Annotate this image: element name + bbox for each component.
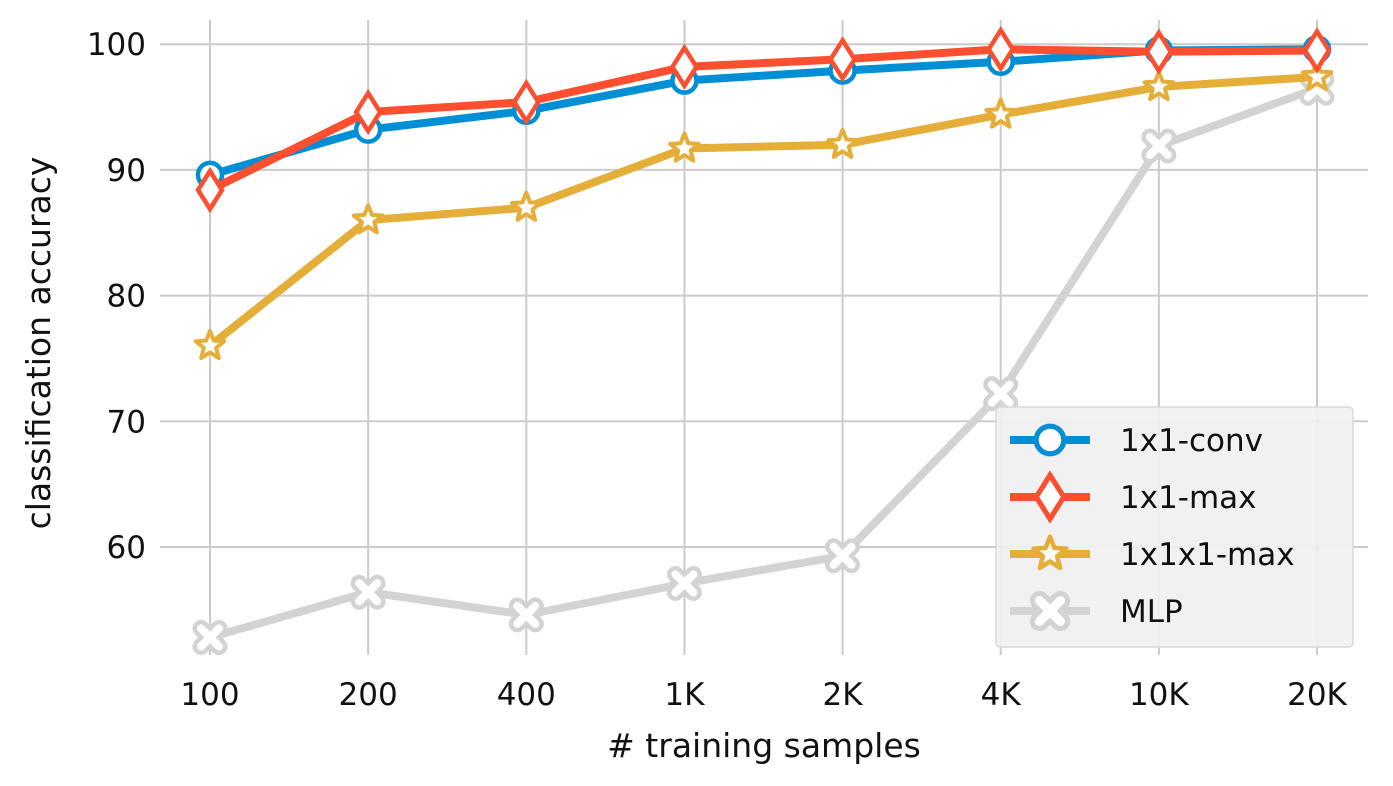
marker-x-fill [829,542,856,569]
marker-x-fill [1145,133,1172,160]
marker-x-fill [1035,596,1065,626]
x-tick-labels: 100 200 400 1K 2K 4K 10K 20K [180,677,1347,713]
y-tick-label: 100 [87,27,146,63]
marker-star [826,127,859,159]
legend-label: 1x1-conv [1120,423,1263,459]
marker-star [668,131,701,163]
x-tick-label: 100 [180,677,239,713]
marker-star [1300,59,1334,92]
legend-item: 1x1x1-max [1010,534,1295,573]
legend-label: MLP [1120,594,1183,630]
y-tick-label: 60 [107,530,146,566]
x-tick-label: 10K [1129,677,1189,713]
y-tick-label: 80 [107,279,146,315]
marker-x [192,620,228,656]
marker-diamond [195,166,225,214]
marker-diamond [1302,27,1332,74]
marker-x [983,376,1019,412]
marker-star [193,328,227,361]
x-tick-label: 2K [823,677,864,713]
marker-x [508,597,544,633]
marker-star [351,203,385,235]
y-tick-label: 90 [107,153,146,189]
marker-x-fill [197,624,223,651]
series-line [208,45,1318,194]
legend-item: 1x1-max [1010,470,1257,524]
legend-label: 1x1-max [1120,480,1257,516]
marker-star [1031,534,1069,571]
marker-x-fill [513,601,540,628]
marker-diamond [1144,28,1174,75]
marker-diamond [511,78,541,126]
x-axis-label: # training samples [607,726,921,765]
y-axis-label: classification accuracy [19,157,58,530]
marker-x [350,574,386,610]
legend-box [995,406,1354,648]
marker-diamond [669,43,700,91]
marker-circle [1033,423,1067,457]
legend-label: 1x1x1-max [1120,537,1295,573]
marker-x-fill [355,579,382,606]
marker-diamond [1033,470,1067,524]
series-line [207,72,1318,350]
series-1x1-max [195,26,1332,214]
marker-x [666,565,702,601]
x-tick-label: 20K [1287,677,1347,713]
legend-item: 1x1-conv [1010,423,1263,459]
plot-series [192,26,1335,656]
legend-item: MLP [1010,590,1183,632]
x-tick-label: 200 [339,677,398,713]
x-tick-label: 1K [664,677,705,713]
marker-x-fill [671,570,698,597]
marker-x [825,538,861,574]
marker-x-fill [987,380,1014,407]
series-1x1x1-max [193,59,1334,361]
marker-diamond [353,88,383,136]
marker-diamond [827,36,858,83]
marker-x [1141,128,1177,164]
y-tick-labels: 60 70 80 90 100 [87,27,146,566]
marker-x [1029,590,1071,632]
marker-star [984,97,1017,129]
marker-star [1142,69,1176,102]
series-line [208,84,1319,642]
legend: 1x1-conv 1x1-max 1x1x1-max MLP [995,406,1354,648]
x-tick-label: 4K [981,677,1022,713]
marker-diamond [986,26,1016,73]
y-tick-label: 70 [107,404,146,440]
series-MLP [192,70,1335,656]
x-tick-label: 400 [497,677,556,713]
marker-star [510,190,543,222]
